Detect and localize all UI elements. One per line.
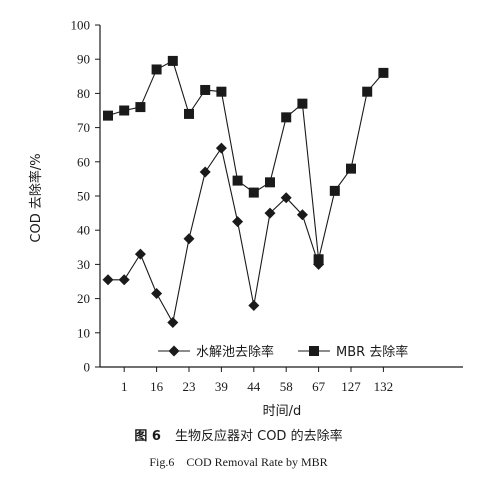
legend-item: 水解池去除率 (158, 344, 274, 360)
figure-caption-en: Fig.6 COD Removal Rate by MBR (0, 455, 477, 470)
data-point (232, 175, 243, 186)
data-point (167, 55, 178, 66)
data-point (183, 233, 195, 245)
legend-item: MBR 去除率 (298, 344, 408, 360)
x-tick-label: 127 (341, 379, 361, 394)
figure-number-cn: 图 6 (134, 429, 161, 444)
y-tick-label: 40 (77, 223, 90, 238)
y-tick-label: 100 (71, 18, 91, 33)
chart-axes (99, 25, 463, 368)
y-tick-label: 90 (77, 52, 90, 67)
figure-caption-cn: 图 6 生物反应器对 COD 的去除率 (0, 425, 477, 444)
x-axis-ticks: 1 16 23 39 44 58 67 127 132 (121, 367, 393, 394)
y-tick-label: 10 (77, 325, 90, 340)
data-point (135, 102, 146, 113)
data-point (118, 274, 130, 286)
y-tick-label: 30 (77, 257, 90, 272)
x-tick-label: 44 (247, 379, 261, 394)
data-point (103, 110, 113, 121)
x-tick-label: 39 (215, 379, 228, 394)
data-point (296, 209, 308, 221)
x-tick-label: 23 (183, 379, 196, 394)
data-point (346, 163, 356, 174)
figure-title-cn: 生物反应器对 COD 的去除率 (174, 429, 343, 444)
data-point (248, 187, 259, 198)
x-axis-title: 时间/d (263, 404, 302, 419)
legend-label: 水解池去除率 (196, 344, 274, 360)
data-point (264, 207, 276, 219)
data-point (297, 98, 308, 109)
data-point (362, 86, 373, 97)
data-point (184, 108, 194, 119)
x-tick-label: 132 (374, 379, 394, 394)
y-tick-label: 70 (77, 120, 90, 135)
series-layer (102, 55, 389, 329)
data-point (215, 142, 227, 154)
x-tick-label: 16 (150, 379, 164, 394)
data-point (232, 216, 244, 228)
y-tick-label: 0 (84, 360, 91, 375)
legend-label: MBR 去除率 (336, 344, 408, 360)
y-tick-label: 50 (77, 189, 90, 204)
x-tick-label: 58 (280, 379, 293, 394)
data-point (119, 105, 130, 116)
y-axis-title: COD 去除率/% (28, 153, 44, 242)
data-point (280, 192, 292, 204)
data-point (102, 274, 114, 286)
data-point (151, 64, 162, 75)
figure-title-en: COD Removal Rate by MBR (186, 455, 328, 469)
data-point (313, 254, 324, 265)
legend-marker (309, 346, 319, 356)
series-hydrolysis (102, 142, 325, 329)
series-line (107, 60, 384, 260)
legend-marker (168, 345, 180, 357)
y-tick-label: 60 (77, 154, 90, 169)
data-point (199, 166, 211, 178)
series-mbr (103, 55, 389, 265)
data-point (265, 177, 275, 188)
data-point (167, 317, 179, 329)
data-point (134, 248, 146, 260)
data-point (281, 112, 292, 123)
data-point (378, 67, 389, 78)
figure-number-en: Fig.6 (149, 455, 175, 469)
data-point (151, 287, 163, 299)
legend: 水解池去除率 MBR 去除率 (158, 344, 408, 360)
series-line (108, 146, 320, 325)
data-point (200, 84, 211, 95)
y-axis-ticks: 0 10 20 30 40 50 60 70 80 90 100 (71, 18, 100, 375)
data-point (329, 185, 340, 196)
y-tick-label: 80 (77, 86, 90, 101)
x-tick-label: 1 (121, 379, 128, 394)
data-point (248, 299, 260, 311)
data-point (216, 86, 227, 97)
x-tick-label: 67 (312, 379, 326, 394)
y-tick-label: 20 (77, 291, 90, 306)
